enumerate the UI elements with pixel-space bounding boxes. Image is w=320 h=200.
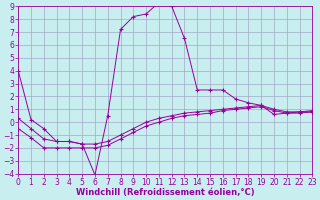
X-axis label: Windchill (Refroidissement éolien,°C): Windchill (Refroidissement éolien,°C)	[76, 188, 255, 197]
